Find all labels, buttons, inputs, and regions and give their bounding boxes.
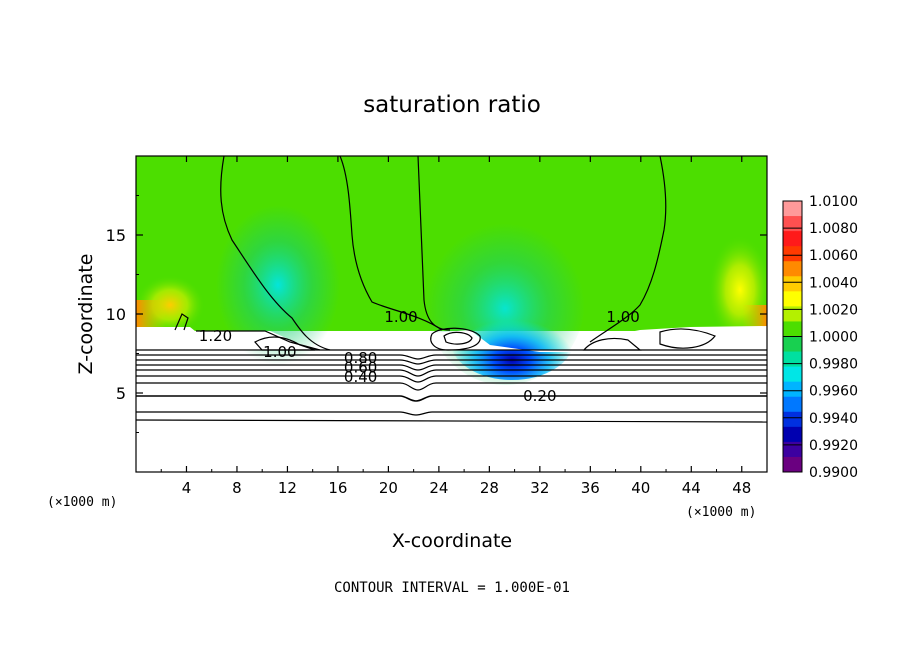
contour-cell-far-right [659, 328, 716, 349]
x-tick-label: 8 [232, 479, 242, 497]
x-tick-label: 48 [732, 479, 751, 497]
x-axis: 4 8 12 16 20 24 28 32 36 40 44 48 [160, 156, 751, 497]
colorbar-label: 1.0040 [809, 275, 858, 291]
contour-1-00-right [589, 156, 667, 343]
x-tick-label: 12 [278, 479, 297, 497]
contour-cell-left [254, 336, 316, 351]
contour-label: 0.20 [523, 387, 556, 405]
colorbar-label: 0.9920 [809, 438, 858, 454]
contour-cell-center-inner [443, 331, 473, 345]
colorbar-label: 1.0020 [809, 302, 858, 318]
contour-0-80 [136, 354, 767, 360]
colorbar-swatch [783, 246, 802, 262]
plot-area [136, 156, 767, 472]
contour-1-00-left [220, 156, 331, 351]
contour-cell-center [430, 327, 481, 351]
colorbar-swatch [783, 381, 802, 398]
contour-0-10 [136, 411, 767, 416]
contour-0-70 [136, 359, 767, 365]
colorbar-swatch [783, 441, 802, 458]
contour-0-50 [136, 369, 767, 377]
colorbar-swatch [783, 456, 802, 473]
contour-label: 0.60 [344, 359, 377, 377]
chart-title: saturation ratio [363, 92, 541, 118]
contour-1-20-left [174, 313, 321, 351]
colorbar-label: 1.0080 [809, 221, 858, 237]
x-tick-label: 4 [182, 479, 192, 497]
contour-cell-right [582, 337, 642, 351]
x-tick-label: 16 [328, 479, 347, 497]
contour-0-60 [136, 364, 767, 371]
contour-label: 1.00 [606, 308, 639, 326]
colorbar-swatch [783, 231, 802, 247]
colorbar-swatch [783, 216, 802, 232]
y-axis: 5 10 15 [106, 195, 767, 433]
y-tick-label: 10 [106, 305, 126, 324]
colorbar-label: 0.9940 [809, 411, 858, 427]
contour-label: 0.80 [344, 349, 377, 367]
contour-0-40 [136, 375, 767, 383]
y-tick-label: 15 [106, 226, 126, 245]
colorbar-swatch [783, 201, 802, 217]
x-unit-right: (×1000 m) [686, 505, 756, 520]
x-tick-label: 24 [429, 479, 448, 497]
field-orange-right [742, 305, 767, 330]
colorbar-label: 1.0000 [809, 330, 858, 346]
colorbar-swatch [783, 321, 802, 337]
contour-1-00-center [417, 156, 451, 331]
x-tick-label: 36 [581, 479, 600, 497]
colorbar-swatch [783, 366, 802, 383]
x-tick-label: 40 [631, 479, 650, 497]
contour-0-05 [136, 419, 767, 423]
colorbar-swatch [783, 426, 802, 443]
colorbar-swatch [783, 351, 802, 368]
x-tick-label: 20 [379, 479, 398, 497]
colorbar-swatch [783, 306, 802, 322]
colorbar-swatch [783, 276, 802, 292]
x-axis-label: X-coordinate [392, 530, 512, 552]
y-axis-label: Z-coordinate [75, 254, 97, 375]
x-unit-left: (×1000 m) [47, 495, 117, 510]
cloud-band [136, 326, 767, 352]
colorbar-label: 0.9980 [809, 357, 858, 373]
contour-1-00-mid [339, 156, 443, 331]
field-cyan-left [216, 205, 340, 365]
colorbar-swatch [783, 411, 802, 428]
field-orange-left [136, 300, 166, 330]
contour-interval-footer: CONTOUR INTERVAL = 1.000E-01 [334, 580, 570, 596]
contour-lines [136, 156, 767, 423]
contour-label: 1.00 [263, 343, 296, 361]
contour-labels: 1.20 1.00 0.800.600.40 0.20 1.00 1.00 [199, 308, 640, 405]
colorbar-swatch [783, 291, 802, 307]
colorbar-label: 1.0060 [809, 248, 858, 264]
colorbar-label: 0.9900 [809, 465, 858, 481]
colorbar-swatch [783, 396, 802, 413]
colorbar-swatch [783, 261, 802, 277]
contour-label: 1.20 [199, 327, 232, 345]
contour-0-30 [136, 382, 767, 391]
contour-label: 1.00 [384, 308, 417, 326]
x-tick-label: 32 [530, 479, 549, 497]
contour-0-20 [136, 395, 767, 402]
colorbar: 1.0100 1.0080 1.0060 1.0040 1.0020 1.0000 0.99… [782, 194, 858, 481]
y-tick-label: 5 [116, 384, 126, 403]
colorbar-swatch [783, 336, 802, 353]
x-tick-label: 28 [480, 479, 499, 497]
x-tick-label: 44 [682, 479, 701, 497]
colorbar-label: 1.0100 [809, 194, 858, 210]
colorbar-label: 0.9960 [809, 384, 858, 400]
contour-label: 0.40 [344, 368, 377, 386]
